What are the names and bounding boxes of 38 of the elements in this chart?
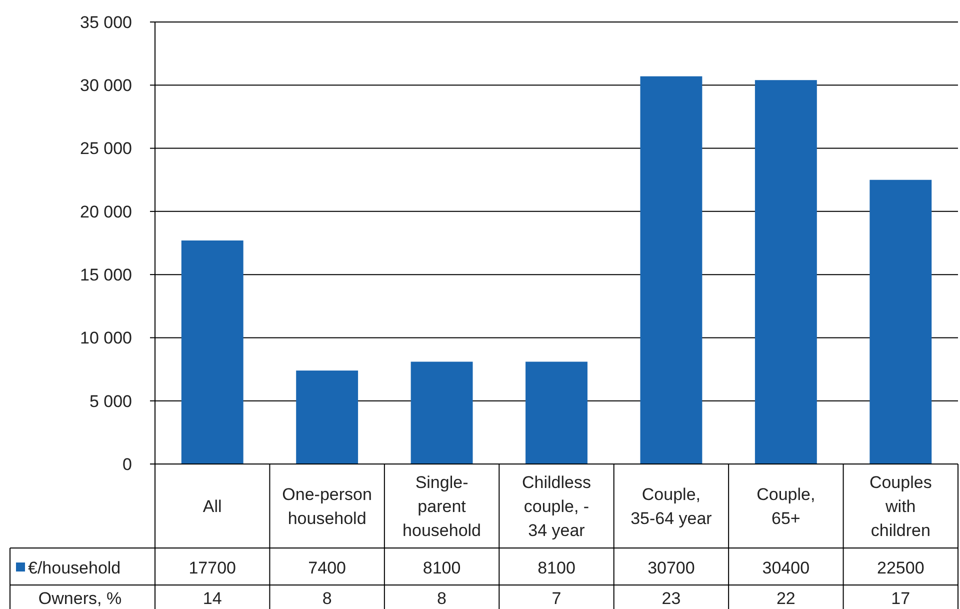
bar	[296, 370, 358, 464]
text: 22	[776, 588, 796, 608]
x-tick-label: Single-parent household	[402, 472, 482, 540]
y-tick-label: 15 000	[80, 266, 132, 285]
bar	[640, 76, 702, 464]
text: 7	[552, 588, 562, 608]
data-label: 30400	[762, 558, 810, 578]
y-tick-label: 35 000	[80, 12, 132, 32]
x-tick-label: Couple, 35-64 year	[630, 484, 712, 528]
x-tick-label: One-person household	[282, 484, 372, 528]
x-tick-label: All	[202, 496, 222, 516]
text: 17	[891, 588, 910, 608]
x-tick-label: Childless couple, -34 year	[522, 472, 591, 540]
y-tick-label: 30 000	[80, 76, 132, 96]
y-tick-label: 0	[122, 454, 132, 474]
y-tick-label: 20 000	[80, 202, 132, 222]
y-tick-label: 5 000	[89, 392, 132, 411]
y-tick-label: 25 000	[80, 139, 132, 158]
legend-label: €/household	[28, 558, 121, 578]
data-label: 8100	[422, 558, 461, 578]
bar	[870, 180, 932, 464]
bar	[410, 362, 473, 464]
x-tick-label: Couple, 65+	[756, 484, 816, 528]
data-label: 7400	[308, 558, 346, 578]
data-label: 17700	[188, 558, 236, 578]
x-tick-label: Couples with children	[869, 472, 932, 540]
data-label: 22500	[877, 558, 924, 578]
bar	[754, 80, 817, 464]
bar	[181, 240, 244, 464]
text: Owners, %	[38, 588, 122, 608]
data-label: 8100	[538, 558, 576, 578]
data-label: 30700	[648, 558, 695, 578]
text: 8	[322, 588, 332, 608]
text: 8	[437, 588, 447, 608]
text: 23	[662, 588, 681, 608]
text: 14	[202, 588, 222, 608]
y-tick-label: 10 000	[80, 328, 132, 348]
bar	[526, 362, 588, 464]
